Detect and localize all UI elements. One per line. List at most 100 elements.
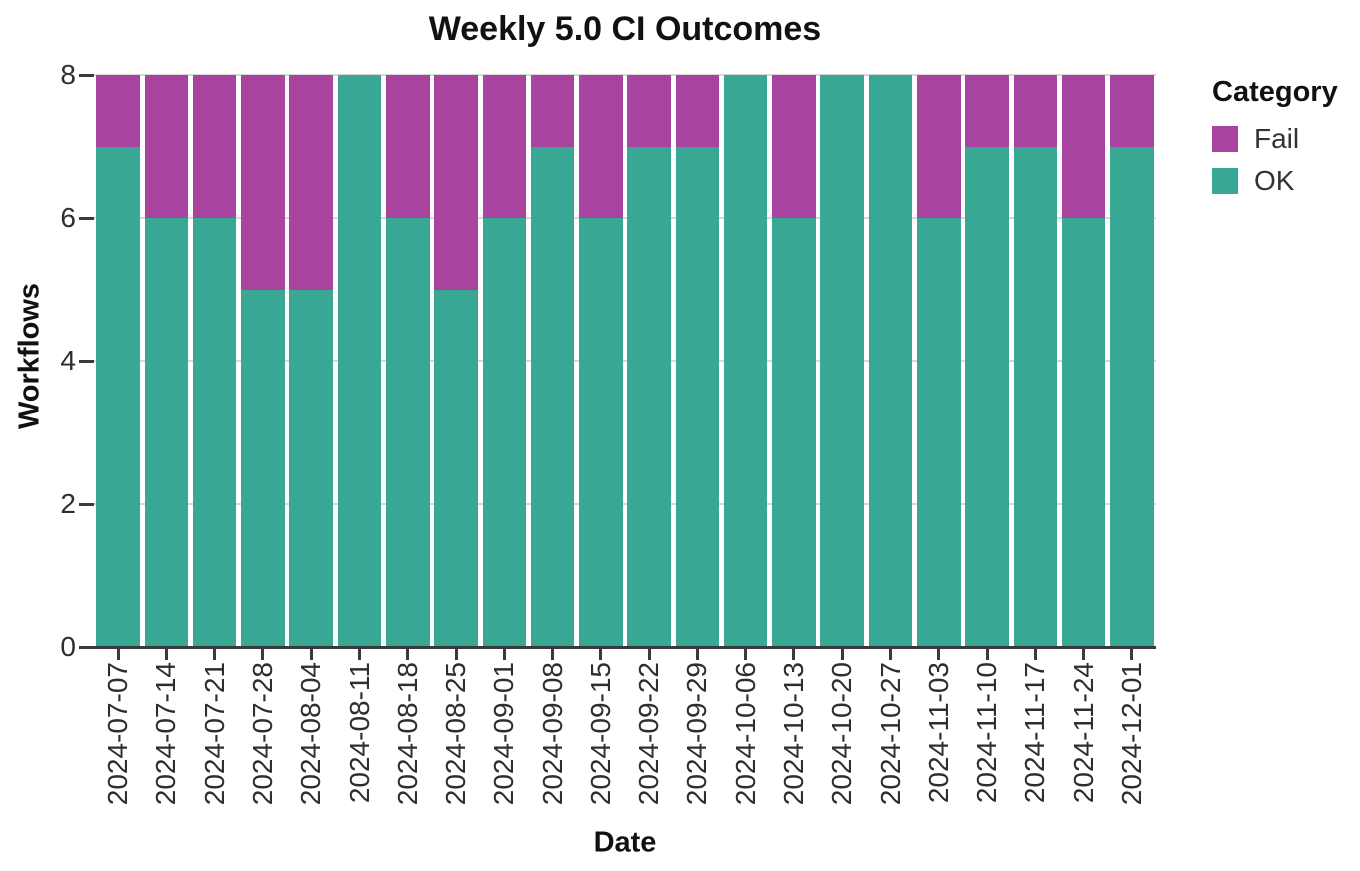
x-tick-label-text: 2024-09-01: [488, 662, 520, 806]
bar-segment-ok: [1061, 218, 1106, 647]
bar-segment-ok: [1013, 146, 1058, 647]
x-tick: [695, 647, 699, 660]
bar-segment-ok: [820, 75, 864, 647]
y-tick-label: 0: [60, 631, 76, 662]
x-tick-label-text: 2024-12-01: [1115, 662, 1147, 806]
bar-segment-fail: [627, 75, 671, 147]
bar-segment-ok: [868, 75, 913, 647]
x-tick-label-text: 2024-10-20: [826, 662, 858, 806]
bar-segment-ok: [192, 218, 237, 647]
bar-segment-fail: [675, 75, 720, 147]
bar-segment-ok: [337, 75, 382, 647]
y-tick-label: 4: [60, 345, 76, 376]
x-axis-title: Date: [593, 826, 657, 859]
x-tick: [406, 647, 410, 660]
y-tick: [79, 73, 94, 77]
x-tick: [551, 647, 555, 660]
bar-segment-ok: [772, 218, 816, 647]
legend: Category Fail OK: [1212, 76, 1338, 207]
bar-segment-fail: [530, 75, 575, 147]
bar-segment-ok: [1110, 146, 1154, 647]
bar-segment-ok: [144, 218, 189, 647]
bar-segment-ok: [530, 146, 575, 647]
bar-segment-fail: [965, 75, 1009, 147]
y-tick: [79, 645, 94, 649]
x-tick-label-text: 2024-10-27: [874, 662, 906, 806]
x-tick: [358, 647, 361, 660]
bar-segment-fail: [144, 75, 189, 218]
bar-segment-ok: [579, 218, 623, 647]
x-tick: [454, 647, 458, 660]
legend-label: Fail: [1254, 123, 1300, 154]
x-tick-label-text: 2024-07-28: [246, 662, 278, 806]
bar-segment-ok: [723, 75, 768, 647]
bar-segment-fail: [192, 75, 237, 218]
y-tick: [79, 359, 94, 363]
x-tick-label-text: 2024-08-18: [391, 662, 423, 806]
x-tick: [792, 647, 796, 660]
x-tick-label-text: 2024-09-29: [681, 662, 713, 806]
bar-segment-ok: [289, 289, 333, 647]
x-tick: [1033, 647, 1037, 660]
bar-segment-fail: [772, 75, 816, 218]
y-tick: [79, 216, 94, 220]
y-tick: [79, 502, 94, 506]
bar-segment-ok: [627, 146, 671, 647]
x-tick: [1130, 647, 1134, 660]
x-tick-label-text: 2024-11-17: [1019, 662, 1051, 804]
x-tick-label-text: 2024-07-21: [198, 662, 230, 806]
x-tick: [309, 647, 313, 660]
x-tick: [1082, 647, 1086, 660]
x-tick-label-text: 2024-11-24: [1067, 662, 1099, 804]
legend-title: Category: [1212, 76, 1338, 108]
y-tick-label: 8: [60, 59, 76, 90]
x-tick-label-text: 2024-07-14: [150, 662, 182, 806]
x-tick-label-text: 2024-10-13: [777, 662, 809, 806]
x-tick-label-text: 2024-08-25: [440, 662, 472, 806]
x-tick: [889, 647, 892, 660]
gridline: [94, 503, 1156, 505]
bar-segment-fail: [96, 75, 140, 147]
x-tick-label-text: 2024-11-10: [971, 662, 1003, 804]
x-tick-label-text: 2024-10-06: [729, 662, 761, 806]
bar-segment-ok: [965, 146, 1009, 647]
bar-segment-ok: [386, 218, 430, 647]
x-tick-label-text: 2024-09-15: [584, 662, 616, 806]
bar-segment-fail: [289, 75, 333, 290]
x-tick-label-text: 2024-07-07: [102, 662, 134, 806]
gridline: [94, 360, 1156, 362]
x-tick: [599, 647, 603, 660]
bar-segment-ok: [675, 146, 720, 647]
bar-segment-ok: [482, 218, 527, 647]
x-tick: [744, 647, 748, 660]
bar-segment-ok: [241, 289, 285, 647]
bar-segment-ok: [96, 146, 140, 647]
legend-items: Fail OK: [1212, 123, 1338, 197]
bar-segment-ok: [434, 289, 478, 647]
bar-segment-fail: [241, 75, 285, 290]
bar-segment-fail: [482, 75, 527, 218]
x-tick-label-text: 2024-09-08: [536, 662, 568, 806]
bar-segment-fail: [1110, 75, 1154, 147]
bar-segment-ok: [917, 218, 961, 647]
gridline: [94, 74, 1156, 76]
chart-title: Weekly 5.0 CI Outcomes: [428, 10, 822, 48]
x-tick: [840, 647, 844, 660]
x-tick-label-text: 2024-08-04: [295, 662, 327, 806]
bar-segment-fail: [917, 75, 961, 218]
legend-item: Fail: [1212, 123, 1338, 155]
y-tick-label: 2: [60, 488, 76, 519]
x-tick: [985, 647, 989, 660]
y-tick-label: 6: [60, 202, 76, 233]
bar-segment-fail: [1013, 75, 1058, 147]
x-tick: [502, 647, 506, 660]
bar-segment-fail: [1061, 75, 1106, 218]
x-tick-label-text: 2024-09-22: [633, 662, 665, 806]
legend-swatch-ok: [1212, 168, 1238, 194]
x-tick: [261, 647, 265, 660]
bar-segment-fail: [579, 75, 623, 218]
legend-item: OK: [1212, 165, 1338, 197]
legend-swatch-fail: [1212, 126, 1238, 152]
legend-label: OK: [1254, 165, 1295, 196]
